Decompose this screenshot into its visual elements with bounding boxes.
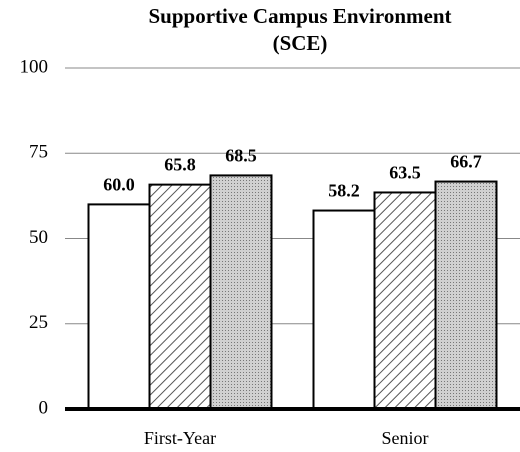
- value-label: 66.7: [450, 152, 482, 172]
- y-tick-label: 100: [20, 56, 49, 77]
- x-tick-label: Senior: [382, 428, 429, 448]
- bar: [87, 203, 151, 410]
- y-tick-label: 50: [29, 227, 48, 248]
- value-label: 68.5: [225, 146, 257, 166]
- value-label: 63.5: [389, 163, 421, 183]
- bar: [209, 174, 273, 410]
- x-tick-label: First-Year: [144, 428, 216, 448]
- y-tick-label: 75: [29, 142, 48, 163]
- bar: [434, 180, 498, 410]
- value-label: 60.0: [103, 175, 135, 195]
- bar: [373, 191, 437, 410]
- bar: [312, 209, 376, 410]
- value-label: 58.2: [328, 181, 360, 201]
- y-tick-label: 0: [39, 397, 49, 418]
- value-label: 65.8: [164, 155, 196, 175]
- y-tick-label: 25: [29, 312, 48, 333]
- bar: [148, 183, 212, 410]
- chart-title: Supportive Campus Environment: [148, 4, 451, 28]
- chart-subtitle: (SCE): [273, 31, 328, 55]
